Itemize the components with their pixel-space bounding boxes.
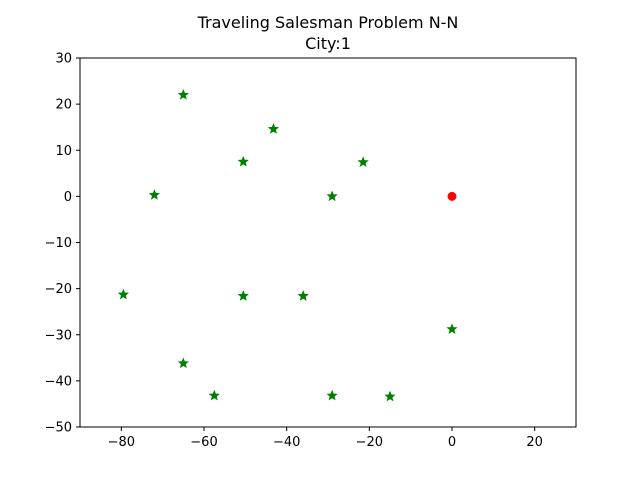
city-point — [177, 89, 189, 100]
y-tick-label: 0 — [64, 190, 72, 205]
x-tick-label: −40 — [273, 435, 300, 450]
chart-title-line-2: City:1 — [305, 34, 351, 53]
chart-title-line-1: Traveling Salesman Problem N-N — [197, 13, 459, 32]
y-tick-label: 30 — [55, 52, 72, 67]
city-point — [326, 190, 338, 202]
city-point — [117, 288, 129, 300]
current-city-point — [447, 191, 457, 201]
x-tick-label: 20 — [526, 435, 543, 450]
y-tick-label: −50 — [45, 421, 72, 436]
city-point — [208, 389, 220, 401]
x-tick-label: −60 — [190, 435, 217, 450]
city-point — [237, 290, 249, 301]
city-point — [297, 290, 309, 301]
plot-area: −80 −60 −40 −20 0 20 −50 −40 −30 −20 −10 0 10 20 30 — [45, 52, 577, 450]
y-tick-label: 20 — [55, 98, 72, 113]
city-point — [384, 390, 396, 402]
city-point — [237, 155, 249, 167]
city-point — [446, 323, 458, 334]
x-tick-label: 0 — [448, 435, 456, 450]
x-tick-label: −80 — [108, 435, 135, 450]
city-point — [326, 389, 338, 401]
y-tick-label: −40 — [45, 374, 72, 389]
city-point — [177, 357, 189, 369]
y-tick-label: 10 — [55, 144, 72, 159]
city-point — [357, 156, 369, 168]
city-point — [148, 189, 160, 200]
y-tick-label: −30 — [45, 328, 72, 343]
x-tick-label: −20 — [356, 435, 383, 450]
y-tick-label: −10 — [45, 236, 72, 251]
city-point — [267, 123, 280, 134]
y-tick-label: −20 — [45, 282, 72, 297]
axes-frame — [79, 57, 577, 428]
